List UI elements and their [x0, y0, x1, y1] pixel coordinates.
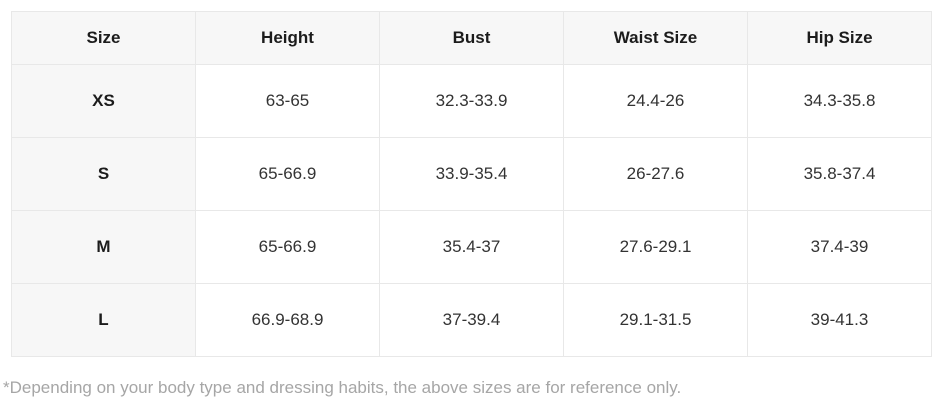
size-chart-section: Size Height Bust Waist Size Hip Size XS 6…	[11, 11, 932, 357]
header-row: Size Height Bust Waist Size Hip Size	[11, 11, 932, 65]
measurement-cell-waist: 27.6-29.1	[563, 210, 748, 284]
column-header-bust: Bust	[379, 11, 564, 65]
disclaimer-note: *Depending on your body type and dressin…	[3, 378, 682, 397]
table-row: S 65-66.9 33.9-35.4 26-27.6 35.8-37.4	[11, 137, 932, 211]
measurement-cell-hip: 34.3-35.8	[747, 64, 932, 138]
size-chart-table: Size Height Bust Waist Size Hip Size XS 6…	[11, 11, 932, 357]
size-label-cell: XS	[11, 64, 196, 138]
measurement-cell-waist: 26-27.6	[563, 137, 748, 211]
measurement-cell-waist: 24.4-26	[563, 64, 748, 138]
measurement-cell-height: 65-66.9	[195, 137, 380, 211]
measurement-cell-waist: 29.1-31.5	[563, 283, 748, 357]
table-body: XS 63-65 32.3-33.9 24.4-26 34.3-35.8 S 65-66.9…	[11, 64, 932, 357]
measurement-cell-hip: 35.8-37.4	[747, 137, 932, 211]
size-label-cell: S	[11, 137, 196, 211]
table-header: Size Height Bust Waist Size Hip Size	[11, 11, 932, 65]
table-row: M 65-66.9 35.4-37 27.6-29.1 37.4-39	[11, 210, 932, 284]
measurement-cell-bust: 33.9-35.4	[379, 137, 564, 211]
size-label-cell: L	[11, 283, 196, 357]
measurement-cell-hip: 39-41.3	[747, 283, 932, 357]
column-header-waist-size: Waist Size	[563, 11, 748, 65]
measurement-cell-height: 66.9-68.9	[195, 283, 380, 357]
measurement-cell-bust: 32.3-33.9	[379, 64, 564, 138]
column-header-size: Size	[11, 11, 196, 65]
column-header-hip-size: Hip Size	[747, 11, 932, 65]
measurement-cell-bust: 37-39.4	[379, 283, 564, 357]
measurement-cell-bust: 35.4-37	[379, 210, 564, 284]
measurement-cell-height: 63-65	[195, 64, 380, 138]
measurement-cell-height: 65-66.9	[195, 210, 380, 284]
column-header-height: Height	[195, 11, 380, 65]
table-row: XS 63-65 32.3-33.9 24.4-26 34.3-35.8	[11, 64, 932, 138]
size-label-cell: M	[11, 210, 196, 284]
table-row: L 66.9-68.9 37-39.4 29.1-31.5 39-41.3	[11, 283, 932, 357]
measurement-cell-hip: 37.4-39	[747, 210, 932, 284]
